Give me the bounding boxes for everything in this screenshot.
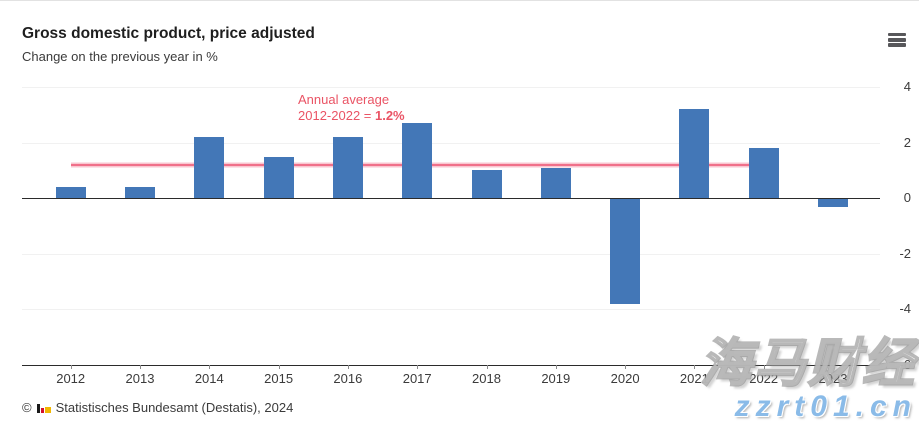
x-axis-label-2013: 2013 <box>125 371 155 386</box>
x-axis-tick-2020 <box>625 365 627 369</box>
source-footer: © Statistisches Bundesamt (Destatis), 20… <box>22 400 293 415</box>
x-axis-tick-2014 <box>209 365 211 369</box>
bar-2021[interactable] <box>679 109 710 199</box>
x-axis-tick-2019 <box>555 365 557 369</box>
destatis-bar-chart-icon <box>36 403 51 413</box>
x-axis-label-2019: 2019 <box>541 371 571 386</box>
y-tick-label-4: 4 <box>903 79 911 94</box>
annual-average-value: 1.2% <box>374 107 405 123</box>
reference-line-annotation: Annual average 2012-2022 = 1.2% <box>298 92 405 123</box>
x-axis-tick-2015 <box>278 365 280 369</box>
bar-2017[interactable] <box>402 123 433 199</box>
bar-2012[interactable] <box>55 187 86 199</box>
gridline-y--4 <box>22 309 880 311</box>
x-axis-tick-2016 <box>347 365 349 369</box>
x-axis-tick-2022 <box>763 365 765 369</box>
annotation-line-2: 2012-2022 = 1.2% <box>298 107 405 123</box>
bar-2013[interactable] <box>125 187 155 199</box>
x-axis-baseline <box>22 365 880 366</box>
x-axis-tick-2018 <box>486 365 488 369</box>
watermark-cjk: 海马财经 <box>699 334 916 394</box>
hamburger-menu-icon[interactable] <box>888 33 906 49</box>
watermark-url: zzrt01.cn <box>734 390 917 423</box>
x-axis-tick-2023 <box>833 365 834 369</box>
x-axis-tick-2013 <box>140 365 141 369</box>
bar-2020[interactable] <box>610 198 641 304</box>
bar-2019[interactable] <box>540 167 571 199</box>
gridline-y--2 <box>22 253 880 255</box>
page-subtitle: Change on the previous year in % <box>22 49 218 64</box>
bar-2018[interactable] <box>471 170 502 199</box>
x-axis-label-2020: 2020 <box>610 371 640 386</box>
x-axis-label-2021: 2021 <box>679 371 709 386</box>
x-axis-label-2015: 2015 <box>264 371 294 386</box>
bar-2022[interactable] <box>748 148 779 199</box>
y-tick-label--4: -4 <box>899 301 911 317</box>
page-title: Gross domestic product, price adjusted <box>22 25 315 42</box>
x-axis-tick-2017 <box>417 365 419 369</box>
y-tick-label-0: 0 <box>903 190 911 206</box>
gridline-y-4 <box>22 87 880 88</box>
plot-area <box>22 87 880 369</box>
bar-2014[interactable] <box>194 137 225 199</box>
y-tick-label-2: 2 <box>903 134 911 150</box>
x-axis-tick-2012 <box>70 365 72 369</box>
x-axis-label-2014: 2014 <box>194 371 224 386</box>
x-axis-label-2018: 2018 <box>472 371 501 386</box>
y-tick-label--6: -6 <box>899 357 911 372</box>
x-axis-tick-2021 <box>694 365 696 369</box>
y-tick-label--2: -2 <box>899 245 911 261</box>
bar-2015[interactable] <box>263 156 294 199</box>
source-text: Statistisches Bundesamt (Destatis), 2024 <box>55 400 294 415</box>
bar-2023[interactable] <box>818 198 848 207</box>
x-axis-label-2012: 2012 <box>56 371 86 386</box>
copyright-symbol: © <box>22 400 32 415</box>
bar-2016[interactable] <box>332 137 363 199</box>
x-axis-label-2023: 2023 <box>818 371 848 386</box>
annotation-line-1: Annual average <box>298 92 390 107</box>
x-axis-label-2016: 2016 <box>333 371 363 386</box>
zero-axis-line <box>22 198 880 200</box>
x-axis-label-2022: 2022 <box>749 371 779 386</box>
gridline-y-2 <box>22 142 880 144</box>
x-axis-label-2017: 2017 <box>402 371 432 386</box>
